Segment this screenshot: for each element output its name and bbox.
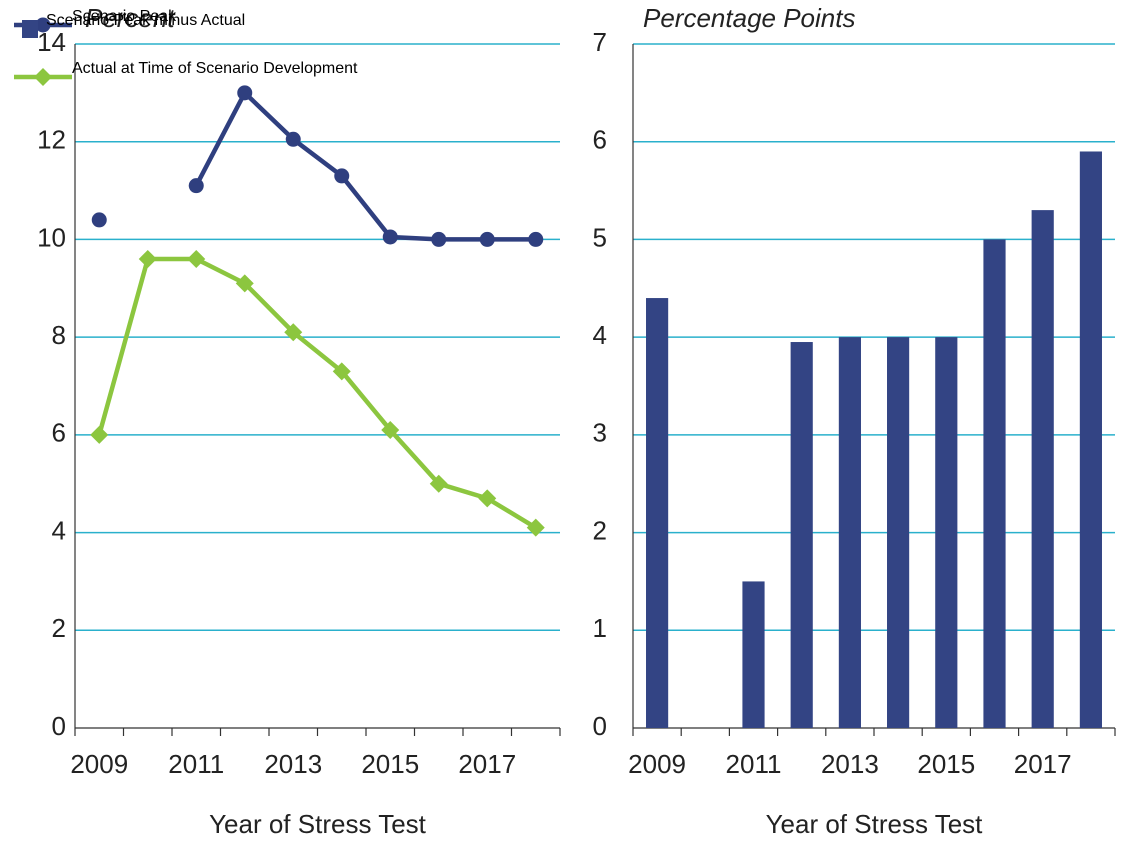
y-axis-title: Percentage Points — [643, 3, 855, 33]
y-tick-label: 12 — [37, 125, 66, 155]
bar — [983, 239, 1006, 728]
bar — [935, 337, 958, 728]
bar — [742, 581, 765, 728]
marker — [431, 231, 447, 247]
bar — [1079, 151, 1102, 728]
bar — [1031, 210, 1054, 729]
legend-swatch-box — [22, 20, 38, 38]
y-tick-label: 3 — [593, 418, 607, 448]
x-tick-label: 2015 — [917, 749, 975, 779]
x-tick-label: 2009 — [70, 749, 128, 779]
y-tick-label: 0 — [593, 711, 607, 741]
marker — [382, 229, 398, 245]
legend-swatch — [22, 20, 38, 38]
marker — [478, 489, 497, 508]
y-tick-label: 4 — [52, 515, 66, 545]
legend-entry: Scenario Peak minus Actual — [22, 12, 262, 38]
legend-swatch — [14, 68, 72, 86]
x-tick-label: 2015 — [361, 749, 419, 779]
y-tick-label: 7 — [593, 27, 607, 57]
y-tick-label: 5 — [593, 222, 607, 252]
bar — [646, 298, 669, 728]
y-tick-label: 4 — [593, 320, 607, 350]
line — [194, 90, 536, 242]
marker — [188, 178, 204, 194]
legend-label: Scenario Peak — [72, 8, 177, 25]
bar — [790, 342, 813, 728]
marker — [138, 249, 157, 268]
legend-entry: Scenario Peak — [12, 8, 402, 33]
marker — [429, 474, 448, 493]
x-tick-label: 2009 — [628, 749, 686, 779]
legend-marker — [34, 68, 52, 86]
y-tick-label: 8 — [52, 320, 66, 350]
marker — [237, 85, 253, 101]
marker — [526, 518, 545, 537]
x-tick-label: 2011 — [726, 749, 782, 779]
x-tick-label: 2017 — [1014, 749, 1072, 779]
legend-marker — [35, 17, 51, 33]
y-axis-title: Percent — [85, 3, 176, 33]
legend-label: Actual at Time of Scenario Development — [72, 60, 358, 77]
marker — [187, 249, 206, 268]
marker — [91, 212, 107, 228]
bar — [838, 337, 861, 728]
marker — [479, 231, 495, 247]
legend-label: Scenario Peak minus Actual — [46, 12, 246, 29]
y-tick-label: 6 — [593, 125, 607, 155]
y-tick-label: 2 — [593, 515, 607, 545]
x-tick-label: 2011 — [168, 749, 224, 779]
marker — [90, 425, 109, 444]
x-tick-label: 2013 — [821, 749, 879, 779]
marker — [284, 323, 303, 342]
legend: Scenario Peak minus Actual — [0, 12, 271, 247]
y-tick-label: 1 — [593, 613, 607, 643]
marker — [332, 362, 351, 381]
line — [97, 256, 537, 530]
marker — [285, 131, 301, 147]
x-tick-label: 2017 — [458, 749, 516, 779]
x-tick-label: 2013 — [264, 749, 322, 779]
y-tick-label: 6 — [52, 418, 66, 448]
marker — [528, 231, 544, 247]
marker — [235, 274, 254, 293]
x-axis-title: Year of Stress Test — [766, 809, 984, 839]
x-axis-title: Year of Stress Test — [209, 809, 427, 839]
y-tick-label: 2 — [52, 613, 66, 643]
marker — [334, 168, 350, 184]
legend-entry: Actual at Time of Scenario Development — [12, 60, 402, 86]
marker — [381, 420, 400, 439]
legend: Scenario Peak Actual at Time of Scenario … — [0, 0, 412, 148]
bar — [887, 337, 910, 728]
y-tick-label: 10 — [37, 222, 66, 252]
y-tick-label: 0 — [52, 711, 66, 741]
